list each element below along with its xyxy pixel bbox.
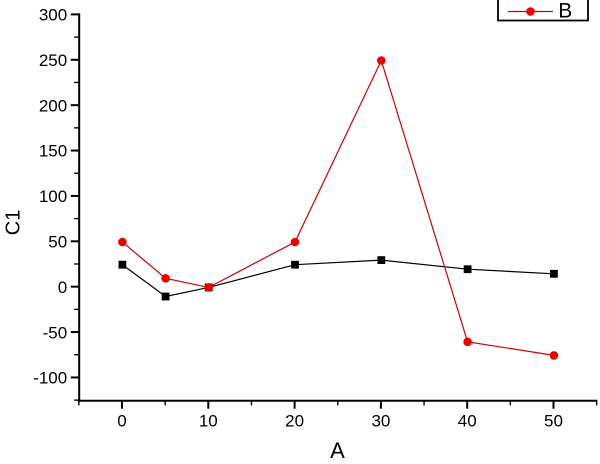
svg-text:150: 150 bbox=[39, 142, 67, 161]
svg-text:50: 50 bbox=[48, 233, 67, 252]
svg-text:0: 0 bbox=[117, 412, 126, 431]
svg-text:0: 0 bbox=[58, 278, 67, 297]
svg-text:-100: -100 bbox=[33, 369, 67, 388]
svg-text:250: 250 bbox=[39, 51, 67, 70]
svg-text:A: A bbox=[330, 438, 345, 463]
svg-text:50: 50 bbox=[544, 412, 563, 431]
svg-text:-50: -50 bbox=[43, 323, 68, 342]
svg-text:200: 200 bbox=[39, 96, 67, 115]
svg-text:300: 300 bbox=[39, 6, 67, 25]
svg-text:100: 100 bbox=[39, 187, 67, 206]
svg-text:40: 40 bbox=[458, 412, 477, 431]
svg-text:20: 20 bbox=[285, 412, 304, 431]
svg-text:10: 10 bbox=[199, 412, 218, 431]
svg-text:B: B bbox=[558, 0, 572, 23]
svg-text:30: 30 bbox=[371, 412, 390, 431]
svg-text:C1: C1 bbox=[3, 210, 25, 236]
